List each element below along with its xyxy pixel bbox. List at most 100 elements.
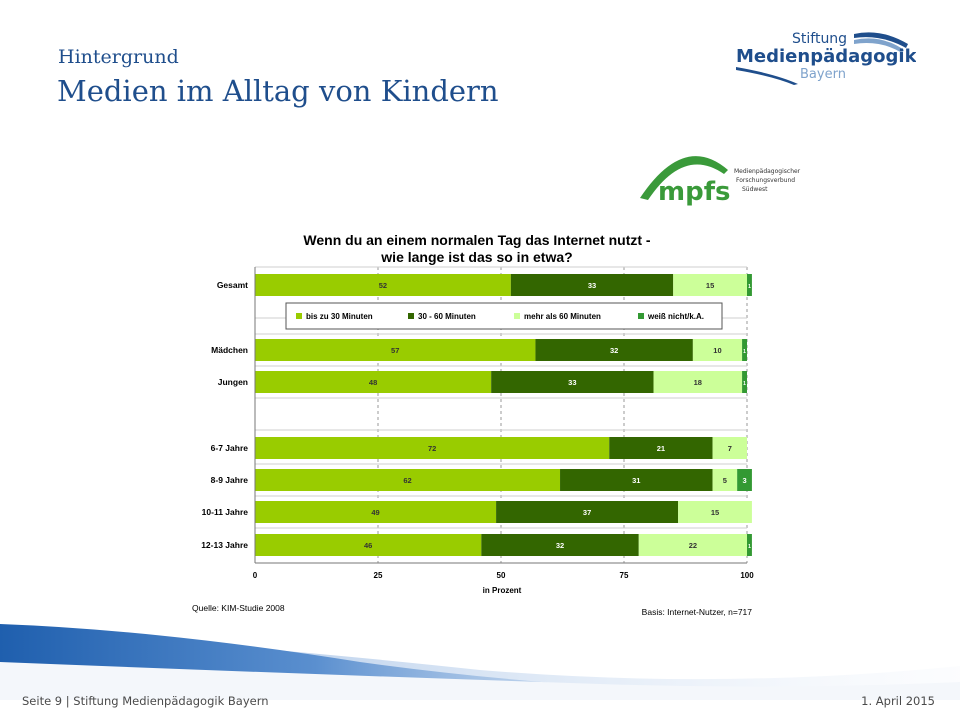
bar-label-1-series-0: 57 — [391, 346, 399, 355]
bar-4-series-0 — [255, 469, 561, 491]
stiftung-logo-line3: Bayern — [800, 67, 846, 82]
stiftung-swoosh-2 — [854, 38, 904, 53]
bar-2-series-0 — [255, 371, 492, 393]
bar-3-series-1 — [609, 437, 713, 459]
mpfs-logo-mark: mpfs — [658, 177, 731, 206]
stacked-bar-chart: Wenn du an einem normalen Tag das Intern… — [192, 232, 754, 617]
bar-label-1-series-2: 10 — [713, 346, 721, 355]
bar-label-6-series-1: 32 — [556, 541, 564, 550]
legend-swatch-2 — [514, 313, 520, 319]
mpfs-arch — [640, 156, 728, 200]
legend-label-0: bis zu 30 Minuten — [306, 312, 373, 321]
chart-title-line1: Wenn du an einem normalen Tag das Intern… — [303, 232, 651, 248]
bar-label-5-series-2: 15 — [711, 508, 719, 517]
mpfs-logo-line3: Südwest — [742, 186, 768, 193]
bar-label-5-series-1: 37 — [583, 508, 591, 517]
bar-label-0-series-2: 15 — [706, 281, 714, 290]
bar-1-series-1 — [535, 339, 693, 361]
bar-label-6-series-3: 1 — [748, 544, 751, 550]
bar-0-series-3 — [747, 274, 752, 296]
footer-wave-decoration — [0, 624, 960, 700]
stiftung-swoosh-3 — [736, 67, 798, 85]
bar-label-5-series-0: 49 — [371, 508, 379, 517]
bar-6-series-1 — [481, 534, 639, 556]
legend-label-3: weiß nicht/k.A. — [647, 312, 704, 321]
legend-label-1: 30 - 60 Minuten — [418, 312, 476, 321]
chart-title-line2: wie lange ist das so in etwa? — [380, 249, 572, 265]
legend: bis zu 30 Minuten 30 - 60 Minuten mehr als… — [285, 302, 723, 330]
bar-5-series-0 — [255, 501, 497, 523]
bar-label-0-series-0: 52 — [379, 281, 387, 290]
slide-title: Medien im Alltag von Kindern — [57, 74, 499, 108]
category-label-2: Jungen — [218, 377, 248, 387]
axis-layer: Gesamt Mädchen Jungen 6-7 Jahre 8-9 Jahre 10-… — [201, 280, 754, 580]
bar-label-6-series-0: 46 — [364, 541, 372, 550]
bar-5-series-2 — [678, 501, 752, 523]
legend-swatch-0 — [296, 313, 302, 319]
bar-label-0-series-1: 33 — [588, 281, 596, 290]
bar-4-series-1 — [560, 469, 713, 491]
bars-layer: 52 33 15 1 57 32 10 1 48 33 18 1 72 21 7 62 31 5 3 49 37 15 46… — [255, 274, 752, 556]
bar-label-0-series-3: 1 — [748, 284, 751, 290]
bar-label-4-series-0: 62 — [403, 476, 411, 485]
category-label-6: 12-13 Jahre — [201, 540, 248, 550]
bar-1-series-3 — [742, 339, 747, 361]
legend-label-2: mehr als 60 Minuten — [524, 312, 601, 321]
bar-label-2-series-0: 48 — [369, 378, 377, 387]
footer-date: 1. April 2015 — [861, 694, 935, 708]
bar-0-series-0 — [255, 274, 511, 296]
category-label-5: 10-11 Jahre — [202, 507, 249, 517]
category-label-4: 8-9 Jahre — [211, 475, 249, 485]
bar-label-2-series-2: 18 — [694, 378, 702, 387]
bar-1-series-2 — [692, 339, 743, 361]
footer-left-text: Seite 9 | Stiftung Medienpädagogik Bayer… — [22, 694, 269, 708]
bar-1-series-0 — [255, 339, 536, 361]
bar-3-series-2 — [712, 437, 747, 459]
chart-basis: Basis: Internet-Nutzer, n=717 — [642, 607, 753, 617]
mpfs-logo-line2: Forschungsverbund — [736, 177, 795, 184]
bar-6-series-0 — [255, 534, 482, 556]
stiftung-logo: Stiftung Medienpädagogik Bayern — [736, 31, 916, 85]
bar-4-series-3 — [737, 469, 752, 491]
x-tick-label-25: 25 — [374, 571, 383, 580]
legend-swatch-1 — [408, 313, 414, 319]
x-tick-label-0: 0 — [253, 571, 258, 580]
bar-5-series-1 — [496, 501, 679, 523]
bar-label-4-series-1: 31 — [632, 476, 640, 485]
category-label-1: Mädchen — [211, 345, 248, 355]
bar-0-series-2 — [673, 274, 747, 296]
bar-label-1-series-3: 1 — [743, 349, 746, 355]
bar-6-series-3 — [747, 534, 752, 556]
x-tick-label-75: 75 — [620, 571, 629, 580]
bar-label-3-series-1: 21 — [657, 444, 665, 453]
bar-label-2-series-3: 1 — [743, 381, 746, 387]
bar-6-series-2 — [638, 534, 747, 556]
category-label-0: Gesamt — [217, 280, 248, 290]
bar-4-series-2 — [712, 469, 738, 491]
bar-label-2-series-1: 33 — [568, 378, 576, 387]
stiftung-swoosh-1 — [854, 32, 908, 48]
bar-label-4-series-2: 5 — [723, 476, 727, 485]
category-label-3: 6-7 Jahre — [211, 443, 249, 453]
bar-label-3-series-2: 7 — [728, 444, 732, 453]
bar-label-4-series-3: 3 — [742, 476, 746, 485]
mpfs-logo: mpfs Medienpädagogischer Forschungsverbu… — [640, 156, 801, 206]
legend-swatch-3 — [638, 313, 644, 319]
bar-0-series-1 — [510, 274, 674, 296]
bar-2-series-3 — [742, 371, 747, 393]
bar-label-3-series-0: 72 — [428, 444, 436, 453]
bar-2-series-1 — [491, 371, 654, 393]
chart-source: Quelle: KIM-Studie 2008 — [192, 603, 285, 613]
x-tick-label-50: 50 — [497, 571, 506, 580]
slide-subtitle: Hintergrund — [58, 46, 179, 68]
footer-wave-white — [0, 662, 960, 700]
bar-label-1-series-1: 32 — [610, 346, 618, 355]
legend-box — [285, 302, 723, 330]
x-axis-title: in Prozent — [483, 586, 522, 595]
bar-label-6-series-2: 22 — [689, 541, 697, 550]
mpfs-logo-line1: Medienpädagogischer — [734, 168, 801, 175]
stiftung-logo-line1: Stiftung — [792, 31, 847, 47]
x-tick-label-100: 100 — [740, 571, 754, 580]
bar-2-series-2 — [653, 371, 743, 393]
stiftung-logo-line2: Medienpädagogik — [736, 46, 916, 67]
